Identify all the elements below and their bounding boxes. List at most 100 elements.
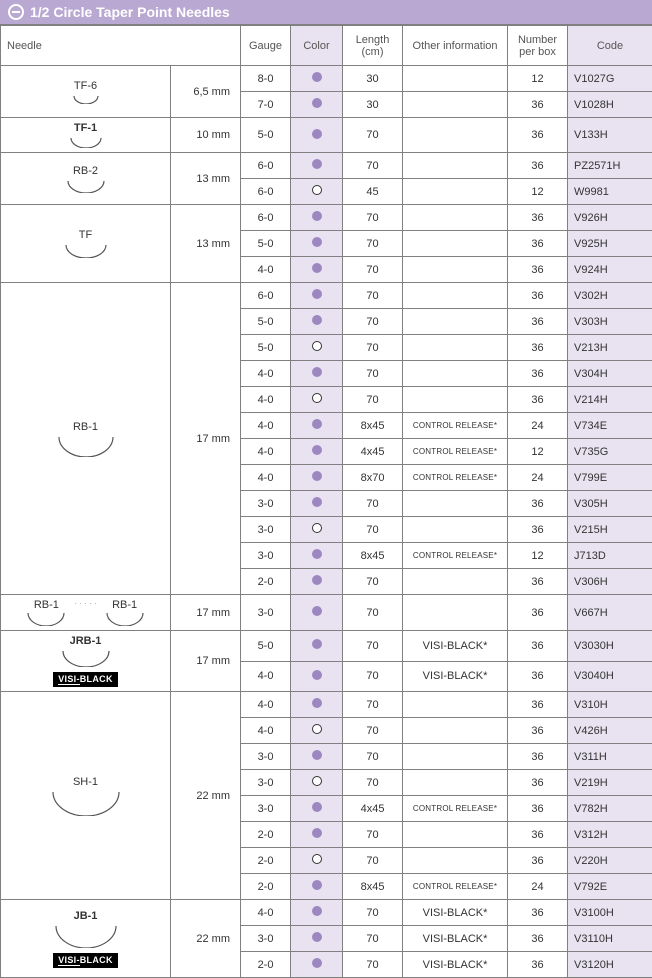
color-dot-icon: [312, 159, 322, 169]
other-cell: [403, 118, 508, 153]
other-cell: VISI-BLACK*: [403, 900, 508, 926]
gauge-cell: 7-0: [241, 92, 291, 118]
color-ring-icon: [312, 185, 322, 195]
col-length: Length (cm): [343, 26, 403, 66]
other-cell: [403, 257, 508, 283]
needle-table: Needle Gauge Color Length (cm) Other inf…: [0, 25, 652, 978]
length-cell: 70: [343, 770, 403, 796]
color-dot-icon: [312, 367, 322, 377]
table-row: RB-1 · · · · · RB-1 17 mm3-07036V667H: [1, 595, 652, 631]
length-cell: 70: [343, 335, 403, 361]
needle-cell: RB-2: [1, 153, 171, 205]
nbox-cell: 12: [508, 439, 568, 465]
code-cell: V133H: [568, 118, 652, 153]
color-cell: [291, 874, 343, 900]
color-dot-icon: [312, 639, 322, 649]
code-cell: V219H: [568, 770, 652, 796]
color-cell: [291, 631, 343, 662]
code-cell: V734E: [568, 413, 652, 439]
needle-size: 22 mm: [171, 900, 241, 978]
gauge-cell: 3-0: [241, 770, 291, 796]
code-cell: V3110H: [568, 926, 652, 952]
nbox-cell: 36: [508, 796, 568, 822]
nbox-cell: 24: [508, 874, 568, 900]
gauge-cell: 5-0: [241, 309, 291, 335]
table-header-row: Needle Gauge Color Length (cm) Other inf…: [1, 26, 652, 66]
nbox-cell: 36: [508, 900, 568, 926]
color-dot-icon: [312, 932, 322, 942]
nbox-cell: 36: [508, 517, 568, 543]
color-dot-icon: [312, 129, 322, 139]
needle-size: 13 mm: [171, 205, 241, 283]
gauge-cell: 2-0: [241, 822, 291, 848]
gauge-cell: 4-0: [241, 413, 291, 439]
col-needle: Needle: [1, 26, 241, 66]
length-cell: 4x45: [343, 439, 403, 465]
code-cell: V1028H: [568, 92, 652, 118]
nbox-cell: 36: [508, 387, 568, 413]
length-cell: 70: [343, 309, 403, 335]
color-dot-icon: [312, 828, 322, 838]
other-cell: CONTROL RELEASE*: [403, 413, 508, 439]
nbox-cell: 36: [508, 283, 568, 309]
code-cell: V3120H: [568, 952, 652, 978]
nbox-cell: 36: [508, 361, 568, 387]
needle-size: 17 mm: [171, 595, 241, 631]
length-cell: 70: [343, 387, 403, 413]
col-nbox: Number per box: [508, 26, 568, 66]
other-cell: [403, 361, 508, 387]
other-cell: [403, 744, 508, 770]
color-ring-icon: [312, 523, 322, 533]
nbox-cell: 36: [508, 231, 568, 257]
color-cell: [291, 205, 343, 231]
color-dot-icon: [312, 670, 322, 680]
length-cell: 70: [343, 692, 403, 718]
gauge-cell: 6-0: [241, 205, 291, 231]
needle-cell: TF-1: [1, 118, 171, 153]
code-cell: PZ2571H: [568, 153, 652, 179]
color-dot-icon: [312, 445, 322, 455]
needle-size: 22 mm: [171, 692, 241, 900]
color-ring-icon: [312, 854, 322, 864]
code-cell: V302H: [568, 283, 652, 309]
gauge-cell: 6-0: [241, 179, 291, 205]
color-cell: [291, 118, 343, 153]
color-dot-icon: [312, 263, 322, 273]
code-cell: V782H: [568, 796, 652, 822]
color-cell: [291, 692, 343, 718]
other-cell: [403, 692, 508, 718]
length-cell: 70: [343, 926, 403, 952]
gauge-cell: 2-0: [241, 569, 291, 595]
length-cell: 30: [343, 66, 403, 92]
minus-circle-icon: [8, 4, 24, 20]
other-cell: [403, 770, 508, 796]
color-dot-icon: [312, 750, 322, 760]
code-cell: V426H: [568, 718, 652, 744]
other-cell: [403, 387, 508, 413]
other-cell: CONTROL RELEASE*: [403, 796, 508, 822]
color-cell: [291, 595, 343, 631]
other-cell: [403, 517, 508, 543]
color-dot-icon: [312, 471, 322, 481]
color-dot-icon: [312, 958, 322, 968]
nbox-cell: 24: [508, 465, 568, 491]
other-cell: [403, 92, 508, 118]
code-cell: V1027G: [568, 66, 652, 92]
color-dot-icon: [312, 906, 322, 916]
color-cell: [291, 335, 343, 361]
color-cell: [291, 848, 343, 874]
col-color: Color: [291, 26, 343, 66]
gauge-cell: 4-0: [241, 692, 291, 718]
nbox-cell: 36: [508, 92, 568, 118]
nbox-cell: 36: [508, 770, 568, 796]
needle-cell: JRB-1 VISI-BLACK: [1, 631, 171, 692]
code-cell: V925H: [568, 231, 652, 257]
color-cell: [291, 387, 343, 413]
length-cell: 8x45: [343, 874, 403, 900]
color-dot-icon: [312, 237, 322, 247]
gauge-cell: 4-0: [241, 900, 291, 926]
color-dot-icon: [312, 419, 322, 429]
gauge-cell: 6-0: [241, 283, 291, 309]
code-cell: V214H: [568, 387, 652, 413]
color-cell: [291, 661, 343, 692]
